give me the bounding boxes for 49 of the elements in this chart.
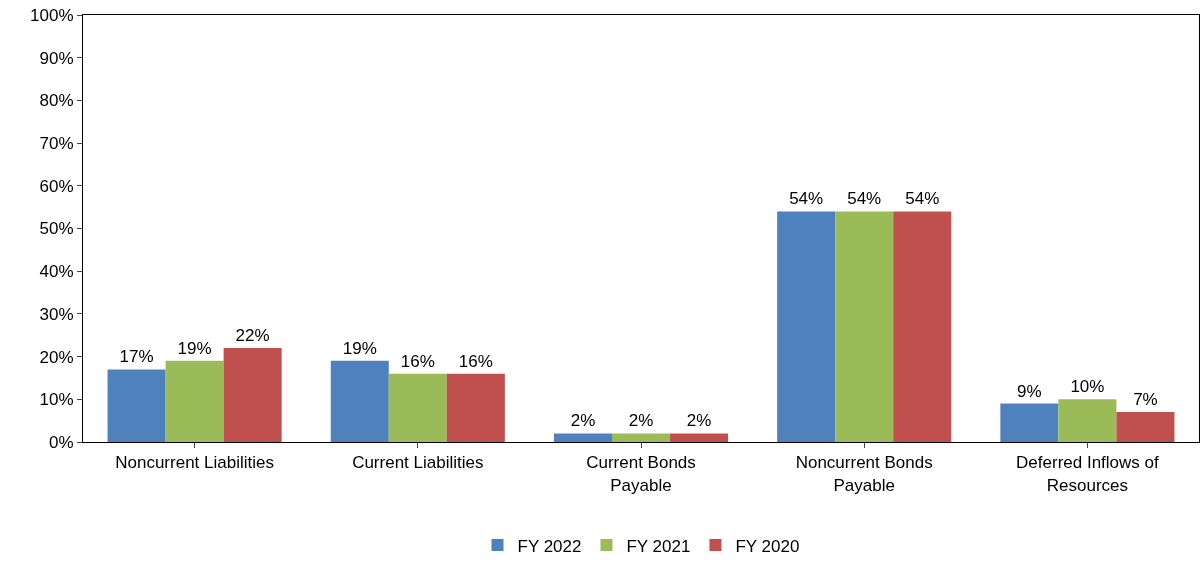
data-label: 54% bbox=[847, 189, 882, 209]
bar bbox=[446, 373, 505, 442]
y-tick-label: 10% bbox=[39, 390, 74, 410]
y-tick-label: 70% bbox=[39, 134, 74, 154]
y-tick-label: 100% bbox=[30, 5, 74, 25]
bar bbox=[893, 211, 952, 442]
data-label: 9% bbox=[1017, 381, 1042, 401]
bar bbox=[107, 369, 166, 442]
data-label: 10% bbox=[1070, 377, 1105, 397]
bar bbox=[1116, 412, 1175, 442]
data-label: 22% bbox=[235, 326, 270, 346]
y-tick-label: 30% bbox=[39, 304, 74, 324]
data-label: 2% bbox=[628, 411, 654, 431]
bar bbox=[553, 433, 612, 442]
y-tick-label: 90% bbox=[39, 48, 74, 68]
bar bbox=[1000, 403, 1059, 442]
data-label: 17% bbox=[119, 347, 154, 367]
bar bbox=[330, 360, 389, 442]
bar bbox=[223, 348, 282, 442]
data-label: 16% bbox=[458, 351, 493, 371]
bar bbox=[670, 433, 729, 442]
x-tick-label: Noncurrent Bonds Payable bbox=[795, 453, 933, 495]
bar bbox=[165, 360, 224, 442]
legend-label: FY 2022 bbox=[517, 536, 582, 556]
bar bbox=[835, 211, 894, 442]
x-tick-label: Current Liabilities bbox=[352, 453, 484, 473]
y-tick-label: 0% bbox=[49, 432, 74, 452]
data-label: 2% bbox=[686, 411, 712, 431]
bar bbox=[388, 373, 447, 442]
y-tick-label: 40% bbox=[39, 262, 74, 282]
y-tick-label: 50% bbox=[39, 219, 74, 239]
data-label: 2% bbox=[570, 411, 596, 431]
x-tick-label: Deferred Inflows of Resources bbox=[1016, 453, 1160, 495]
x-tick-label: Current Bonds Payable bbox=[586, 453, 696, 495]
bar bbox=[1058, 399, 1117, 442]
data-label: 54% bbox=[789, 189, 824, 209]
y-tick-label: 80% bbox=[39, 91, 74, 111]
y-tick-label: 60% bbox=[39, 176, 74, 196]
data-label: 54% bbox=[905, 189, 940, 209]
x-tick-label: Noncurrent Liabilities bbox=[115, 453, 274, 473]
bar bbox=[777, 211, 836, 442]
data-label: 19% bbox=[342, 338, 377, 358]
data-label: 7% bbox=[1133, 390, 1158, 410]
legend-label: FY 2020 bbox=[735, 536, 800, 556]
data-label: 16% bbox=[400, 351, 435, 371]
y-tick-label: 20% bbox=[39, 347, 74, 367]
legend-label: FY 2021 bbox=[626, 536, 691, 556]
data-label: 19% bbox=[177, 338, 212, 358]
bar bbox=[611, 433, 671, 442]
